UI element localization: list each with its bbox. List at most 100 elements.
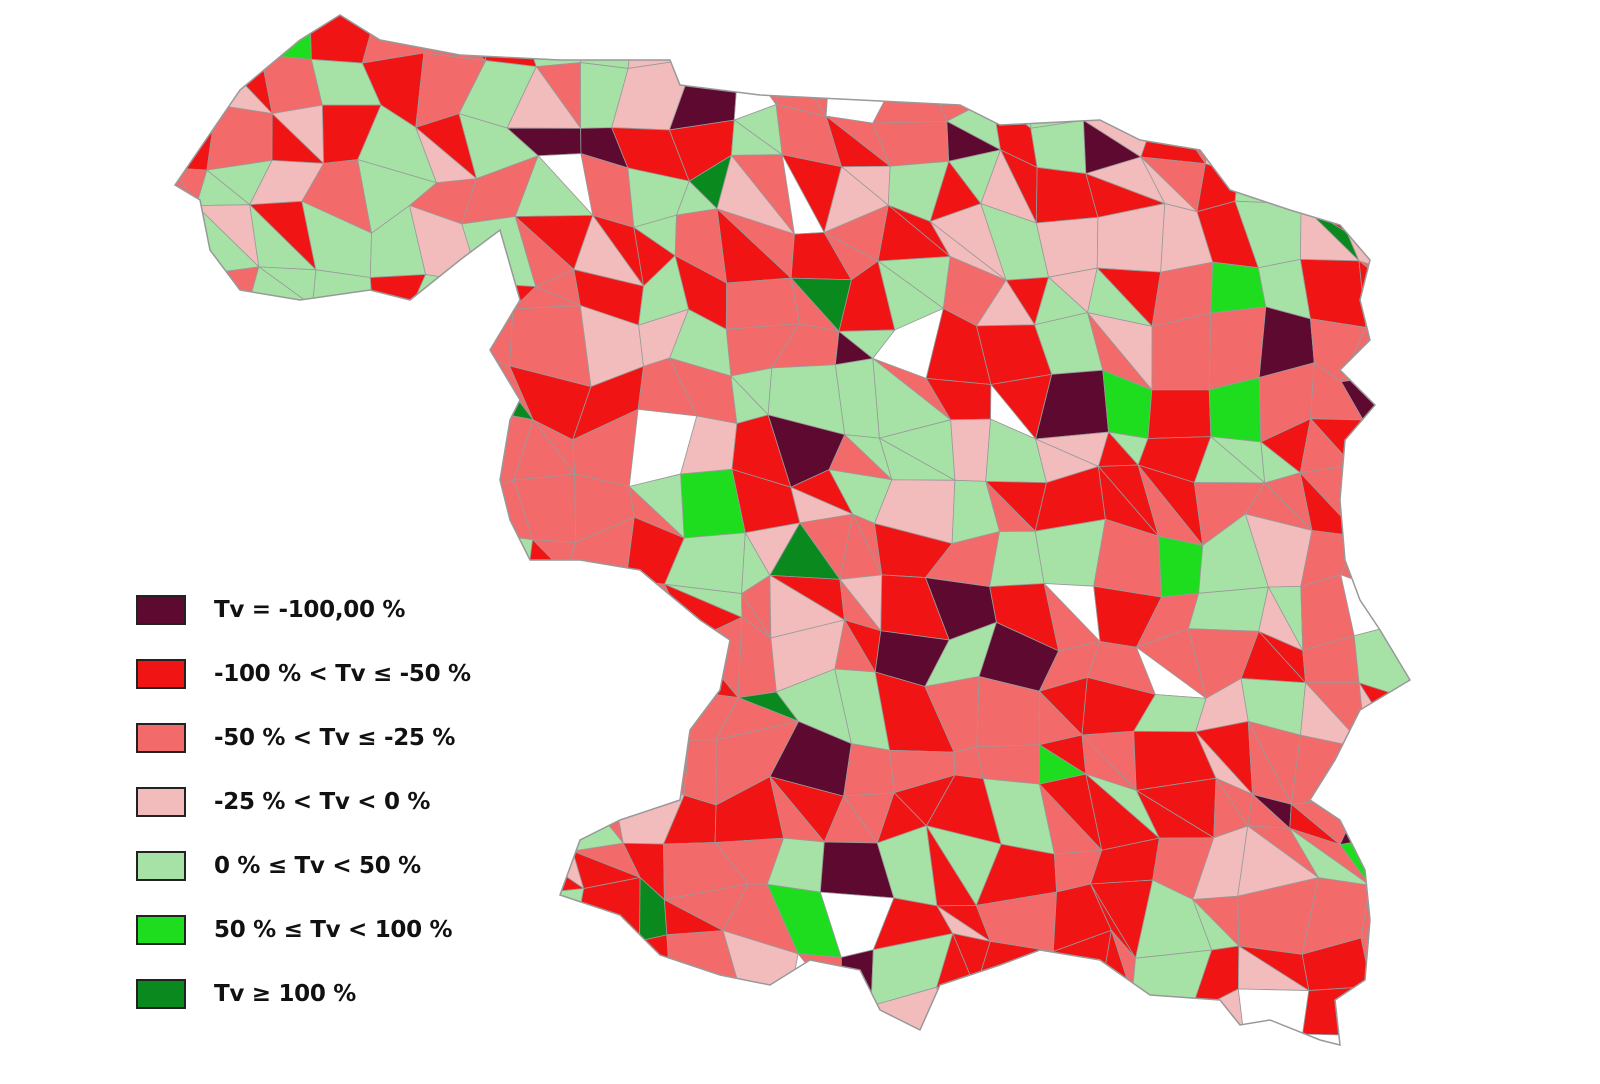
municipality-region: [565, 940, 641, 1011]
municipality-region: [1391, 572, 1410, 624]
municipality-region: [683, 739, 717, 806]
municipality-region: [936, 986, 1002, 1045]
municipality-region: [1417, 0, 1443, 54]
municipality-region: [1092, 15, 1164, 53]
municipality-region: [1352, 15, 1410, 77]
municipality-region: [305, 361, 377, 432]
municipality-region: [1369, 877, 1410, 934]
municipality-region: [1422, 0, 1456, 53]
municipality-region: [950, 418, 992, 482]
municipality-region: [1030, 119, 1087, 175]
municipality-region: [1352, 15, 1410, 56]
municipality-region: [1312, 110, 1371, 181]
municipality-region: [374, 334, 408, 390]
legend-label: Tv = -100,00 %: [214, 597, 406, 623]
municipality-region: [1413, 620, 1472, 682]
municipality-region: [1398, 1009, 1410, 1040]
municipality-region: [1152, 15, 1209, 66]
legend-label: -50 % < Tv ≤ -25 %: [214, 725, 456, 751]
municipality-region: [786, 983, 843, 1045]
municipality-region: [934, 15, 1005, 60]
municipality-region: [1234, 174, 1302, 205]
municipality-region: [1299, 258, 1367, 328]
municipality-region: [406, 311, 488, 390]
municipality-region: [669, 992, 746, 1045]
municipality-region: [479, 585, 528, 620]
legend-item: Tv ≥ 100 %: [136, 962, 471, 1026]
municipality-region: [1147, 389, 1212, 439]
municipality-region: [526, 936, 573, 1007]
municipality-region: [369, 274, 427, 337]
municipality-region: [989, 530, 1045, 588]
municipality-region: [175, 476, 223, 530]
municipality-region: [615, 992, 697, 1045]
municipality-region: [1361, 985, 1408, 1037]
municipality-region: [976, 15, 1033, 60]
municipality-region: [1411, 826, 1473, 898]
municipality-region: [305, 429, 371, 489]
municipality-region: [975, 940, 1054, 1016]
municipality-region: [526, 888, 585, 951]
municipality-region: [1346, 53, 1410, 123]
municipality-region: [369, 488, 425, 521]
municipality-region: [175, 411, 224, 490]
municipality-region: [1236, 110, 1316, 181]
legend-swatch: [136, 659, 186, 689]
municipality-region: [1421, 111, 1469, 170]
municipality-region: [221, 468, 251, 542]
municipality-region: [196, 411, 250, 490]
municipality-region: [1414, 786, 1448, 832]
legend-label: 50 % ≤ Tv < 100 %: [214, 917, 453, 943]
municipality-region: [1417, 227, 1457, 276]
municipality-region: [472, 893, 530, 938]
municipality-region: [1237, 988, 1310, 1045]
municipality-region: [521, 741, 584, 784]
municipality-region: [354, 410, 425, 491]
municipality-region: [175, 370, 226, 414]
legend-swatch: [136, 787, 186, 817]
municipality-region: [525, 572, 594, 635]
municipality-region: [1130, 994, 1191, 1045]
legend-swatch: [136, 979, 186, 1009]
municipality-region: [402, 388, 486, 438]
municipality-region: [610, 691, 694, 741]
municipality-region: [1361, 735, 1410, 798]
municipality-region: [840, 949, 874, 1009]
municipality-region: [417, 488, 485, 534]
municipality-region: [1393, 931, 1410, 1015]
municipality-region: [1210, 261, 1267, 314]
municipality-region: [586, 632, 643, 695]
municipality-region: [843, 743, 895, 797]
municipality-region: [1081, 994, 1146, 1045]
municipality-region: [519, 15, 584, 68]
municipality-region: [1395, 414, 1410, 475]
legend-item: -100 % < Tv ≤ -50 %: [136, 642, 471, 706]
municipality-region: [204, 308, 273, 389]
legend-swatch: [136, 595, 186, 625]
municipality-region: [786, 15, 842, 59]
municipality-region: [470, 735, 534, 784]
municipality-region: [175, 96, 217, 171]
municipality-region: [1151, 312, 1212, 391]
municipality-region: [926, 15, 979, 74]
municipality-region: [246, 305, 329, 389]
municipality-region: [1347, 110, 1410, 151]
municipality-region: [175, 15, 213, 77]
municipality-region: [1409, 619, 1410, 700]
municipality-region: [693, 15, 740, 59]
municipality-region: [1417, 150, 1468, 230]
municipality-region: [1392, 698, 1410, 744]
municipality-region: [248, 461, 309, 543]
municipality-region: [507, 993, 572, 1045]
municipality-region: [1236, 15, 1318, 77]
legend-item: -50 % < Tv ≤ -25 %: [136, 706, 471, 770]
municipality-region: [615, 934, 671, 1011]
municipality-region: [690, 616, 743, 699]
municipality-region: [1392, 735, 1410, 798]
municipality-region: [512, 585, 593, 634]
municipality-region: [402, 409, 485, 491]
municipality-region: [1391, 735, 1410, 787]
municipality-region: [1395, 462, 1410, 548]
municipality-region: [740, 983, 793, 1045]
